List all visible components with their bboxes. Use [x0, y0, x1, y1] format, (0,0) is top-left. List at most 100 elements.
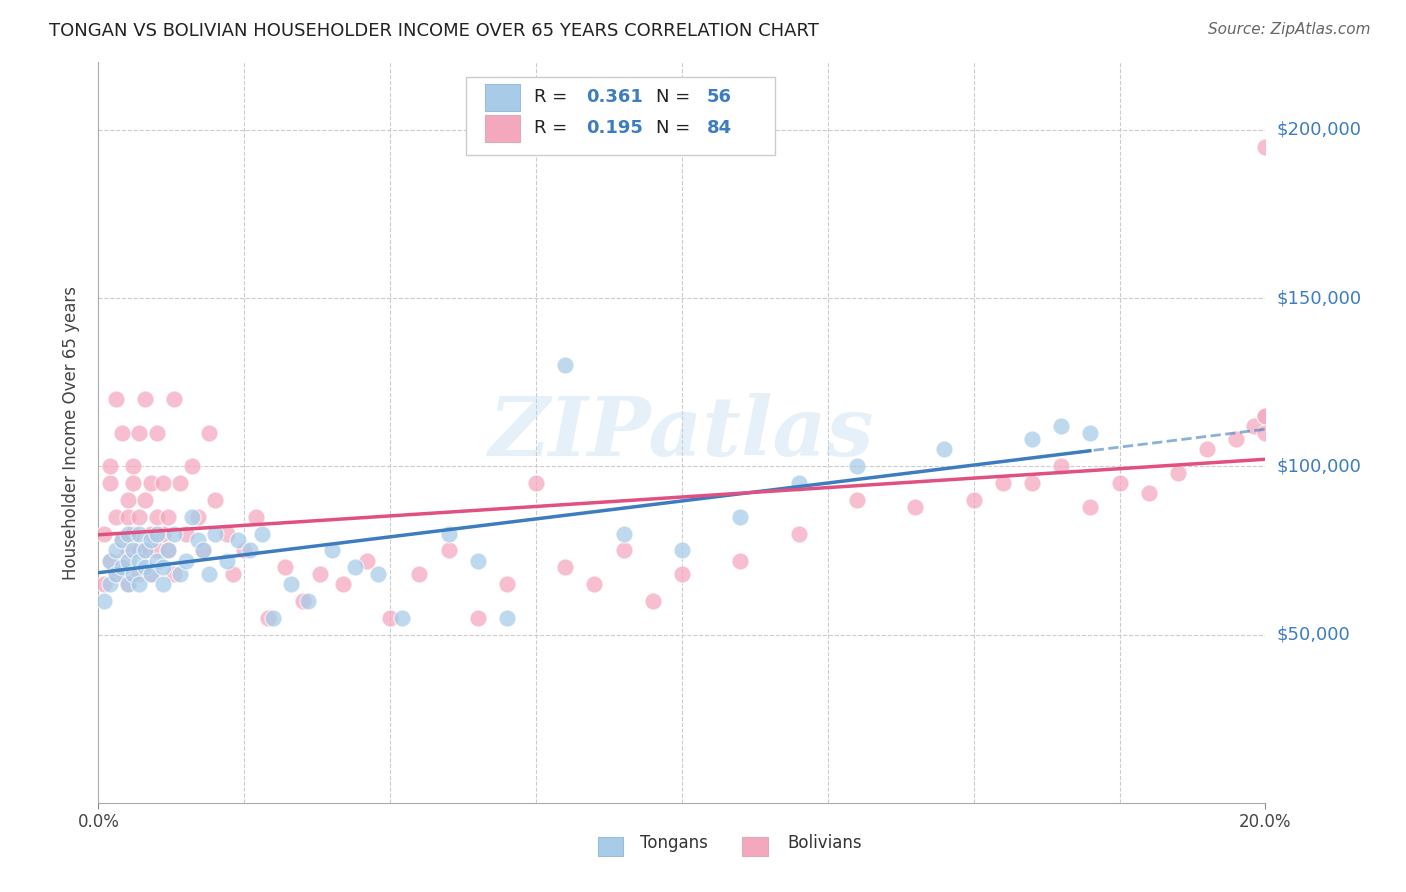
Point [122, 476, 145, 491]
Point [1021, 433, 1043, 447]
Point [163, 526, 186, 541]
Point [1080, 425, 1102, 440]
Point [104, 509, 127, 524]
Point [134, 543, 156, 558]
Point [1108, 476, 1130, 491]
Point [93, 594, 115, 608]
Text: Source: ZipAtlas.com: Source: ZipAtlas.com [1208, 22, 1371, 37]
Text: $200,000: $200,000 [1277, 120, 1361, 139]
Point [111, 533, 134, 548]
Text: Tongans: Tongans [640, 834, 707, 852]
Point [157, 543, 180, 558]
Text: 56: 56 [706, 88, 731, 106]
FancyBboxPatch shape [485, 84, 520, 111]
Point [496, 610, 519, 624]
Point [1243, 418, 1265, 433]
Point [163, 566, 186, 581]
Point [1167, 466, 1189, 480]
Point [134, 492, 156, 507]
Point [122, 543, 145, 558]
Point [671, 566, 693, 581]
Point [1137, 486, 1160, 500]
Point [332, 577, 354, 591]
Point [228, 533, 250, 548]
Point [256, 610, 278, 624]
Text: $150,000: $150,000 [1277, 289, 1361, 307]
Point [98, 553, 121, 567]
Point [1050, 459, 1073, 474]
Point [1195, 442, 1218, 457]
Point [139, 566, 162, 581]
Text: TONGAN VS BOLIVIAN HOUSEHOLDER INCOME OVER 65 YEARS CORRELATION CHART: TONGAN VS BOLIVIAN HOUSEHOLDER INCOME OV… [49, 22, 820, 40]
Point [467, 610, 489, 624]
Point [1254, 139, 1277, 153]
Text: 0.195: 0.195 [586, 120, 643, 137]
Point [215, 553, 238, 567]
Point [280, 577, 302, 591]
Point [730, 509, 752, 524]
Point [291, 594, 314, 608]
Point [104, 392, 127, 406]
Point [437, 543, 460, 558]
Point [1225, 433, 1247, 447]
Point [1021, 476, 1043, 491]
Point [641, 594, 664, 608]
Point [134, 392, 156, 406]
Point [111, 560, 134, 574]
Point [321, 543, 343, 558]
Point [152, 560, 174, 574]
Point [174, 553, 197, 567]
Point [93, 577, 115, 591]
Point [174, 526, 197, 541]
Point [117, 553, 139, 567]
Point [93, 526, 115, 541]
Point [104, 566, 127, 581]
Point [274, 560, 297, 574]
Point [245, 509, 267, 524]
Point [962, 492, 984, 507]
Point [139, 566, 162, 581]
Text: Bolivians: Bolivians [787, 834, 862, 852]
Point [104, 566, 127, 581]
Point [991, 476, 1014, 491]
Point [846, 459, 869, 474]
Point [193, 543, 215, 558]
Point [146, 509, 169, 524]
Point [612, 543, 634, 558]
Text: $100,000: $100,000 [1277, 458, 1361, 475]
Point [146, 425, 169, 440]
Point [250, 526, 273, 541]
Point [117, 526, 139, 541]
Point [98, 459, 121, 474]
Point [157, 509, 180, 524]
Point [524, 476, 547, 491]
Text: N =: N = [657, 88, 696, 106]
Point [117, 492, 139, 507]
Point [111, 533, 134, 548]
FancyBboxPatch shape [485, 115, 520, 142]
Point [356, 553, 378, 567]
Point [1254, 425, 1277, 440]
Point [111, 553, 134, 567]
Point [467, 553, 489, 567]
Point [344, 560, 367, 574]
Point [583, 577, 606, 591]
Point [297, 594, 319, 608]
Point [437, 526, 460, 541]
Point [408, 566, 430, 581]
Point [104, 543, 127, 558]
Point [169, 566, 191, 581]
Point [98, 553, 121, 567]
Text: N =: N = [657, 120, 696, 137]
Point [612, 526, 634, 541]
Point [198, 566, 221, 581]
Point [117, 577, 139, 591]
Point [180, 459, 202, 474]
Point [152, 577, 174, 591]
Point [1050, 418, 1073, 433]
Point [671, 543, 693, 558]
Point [262, 610, 284, 624]
Point [367, 566, 389, 581]
Point [98, 577, 121, 591]
Point [169, 476, 191, 491]
